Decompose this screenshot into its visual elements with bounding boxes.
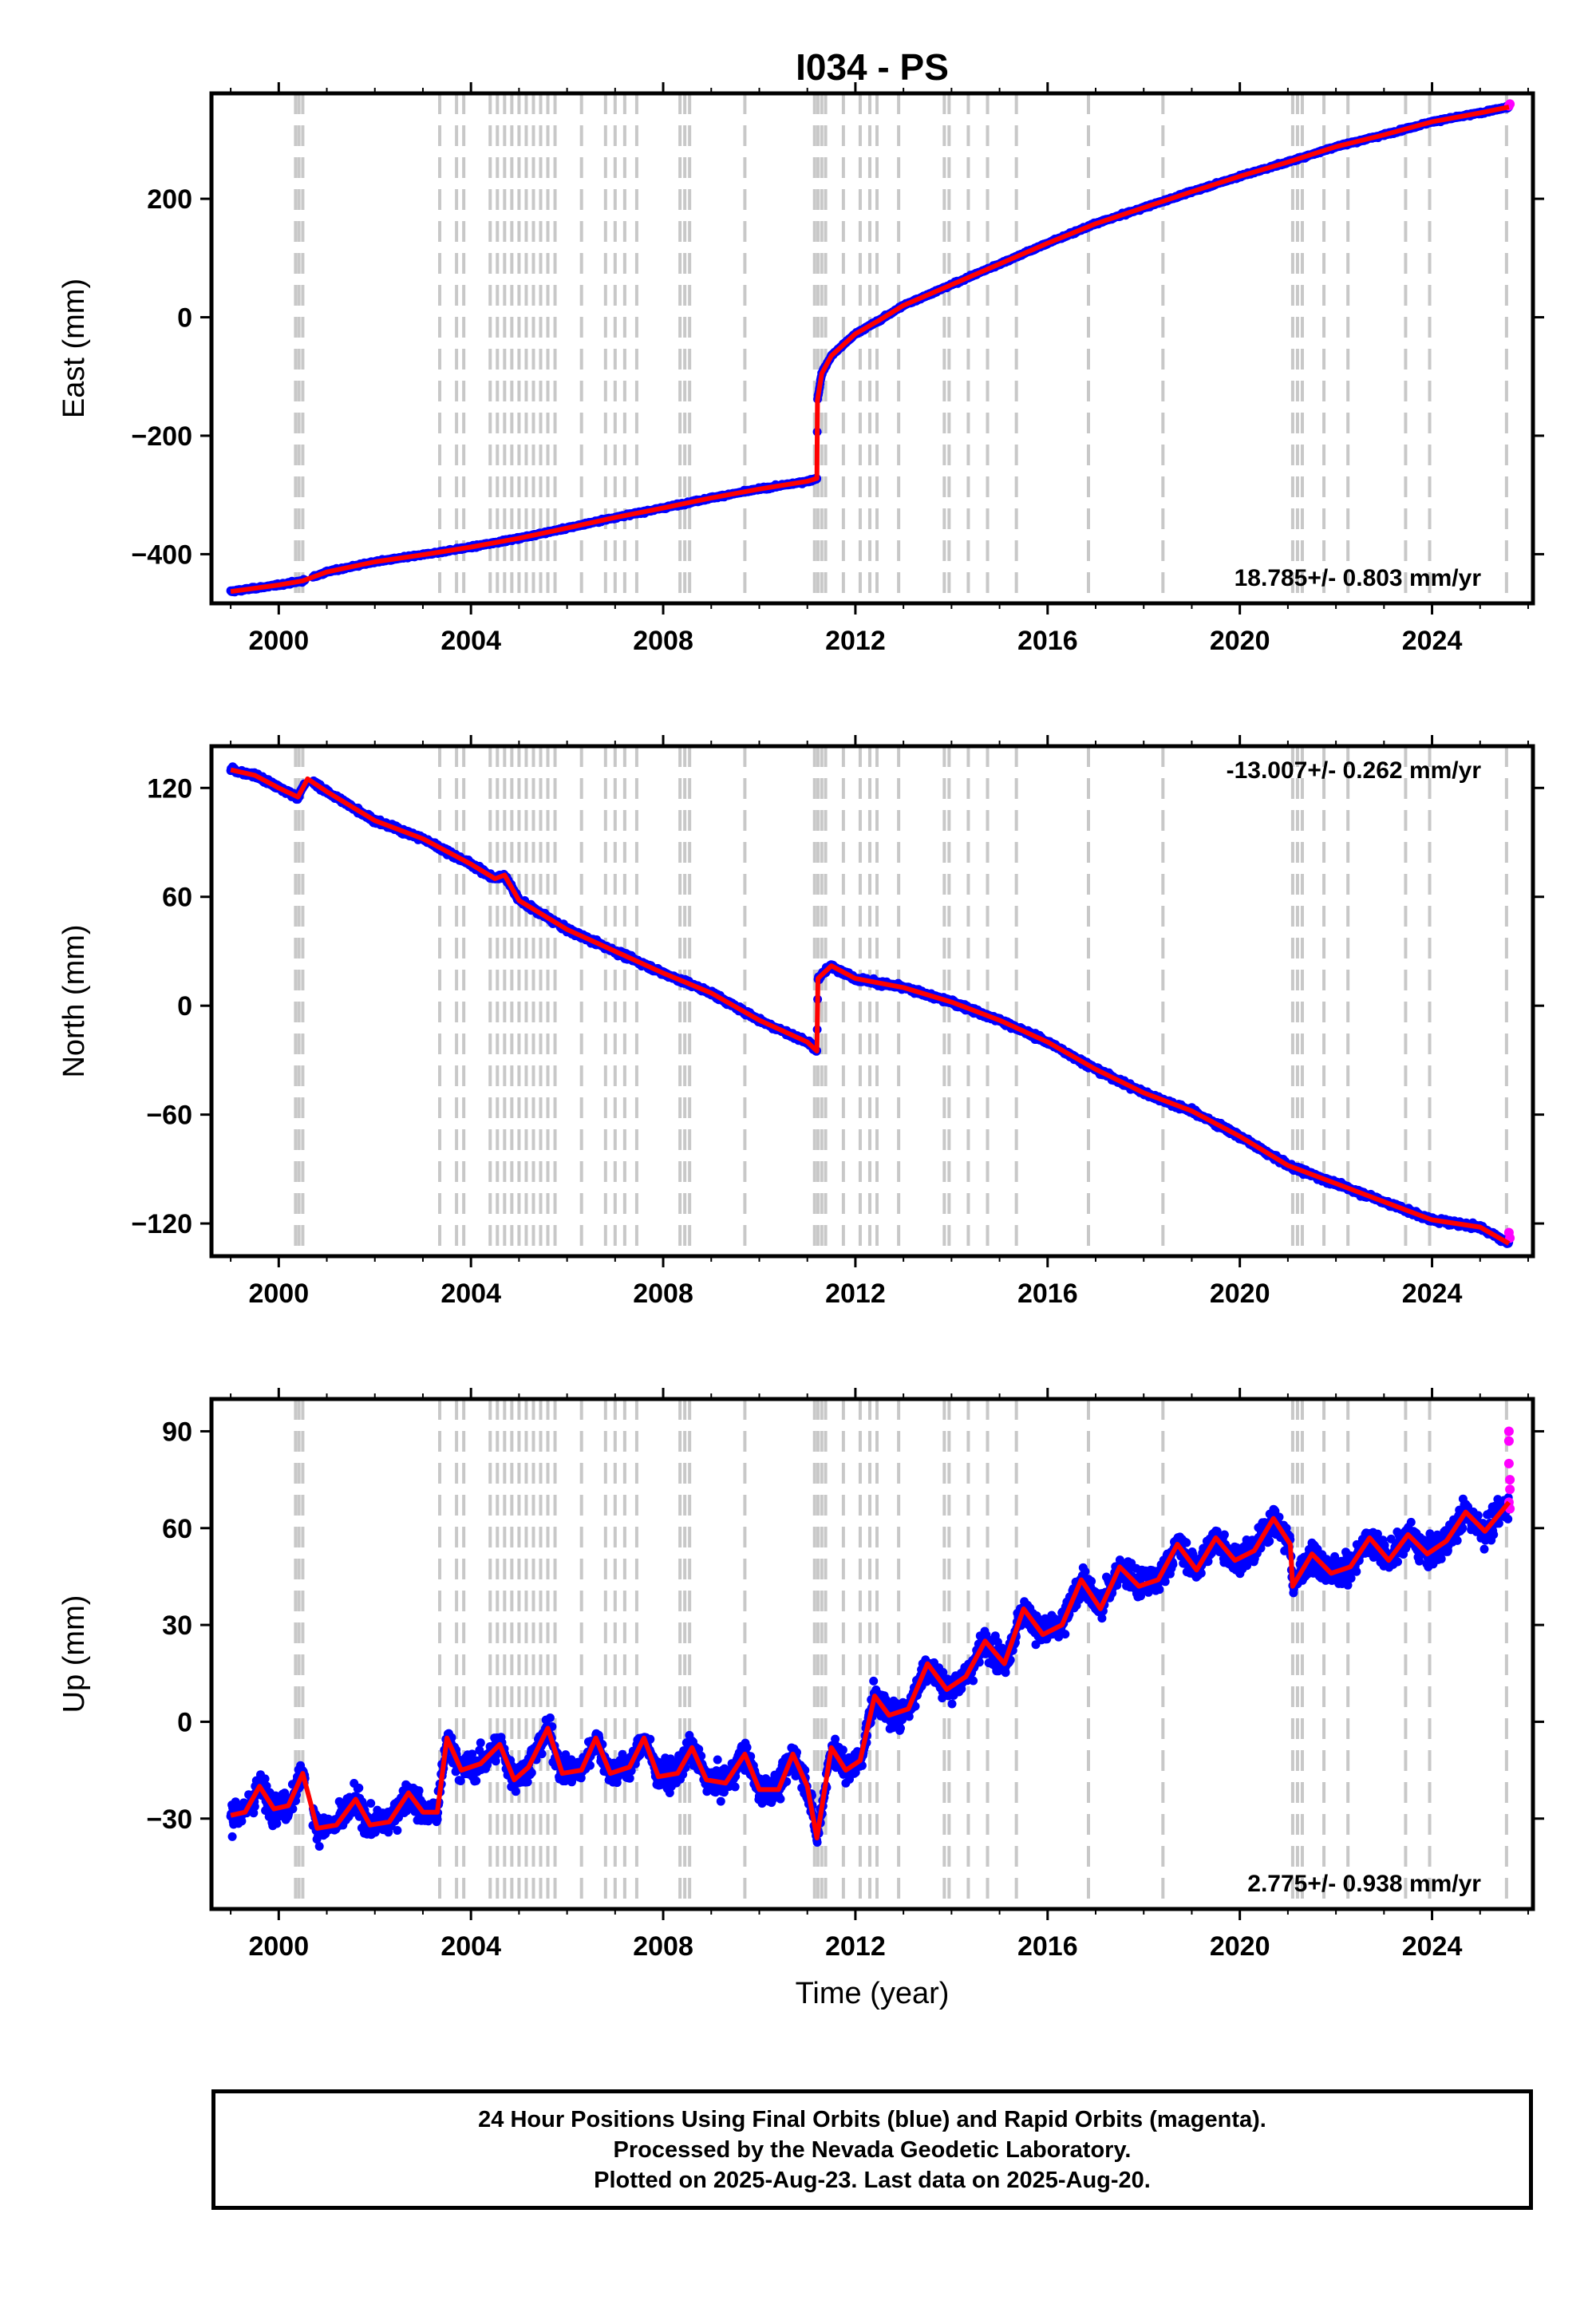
event-lines — [294, 93, 1508, 603]
model-line — [230, 105, 1510, 595]
y-tick-label: 200 — [147, 184, 192, 215]
velocity-label: 18.785+/- 0.803 mm/yr — [1235, 565, 1482, 591]
x-tick-label: 2000 — [248, 626, 309, 656]
panel-north: 2000 2004 2008 2012 2016 2020 2024−120−6006012… — [57, 735, 1544, 1309]
event-lines — [294, 746, 1508, 1256]
x-tick-label: 2004 — [440, 626, 501, 656]
y-tick-label: −200 — [131, 421, 192, 452]
panel-east: 2000 2004 2008 2012 2016 2020 2024 −400 −200 0 200… — [57, 82, 1544, 656]
y-tick-label: 0 — [177, 303, 192, 334]
y-tick-label: −400 — [131, 539, 192, 570]
x-tick-label: 2008 — [633, 626, 693, 656]
x-tick-label: 2024 — [1402, 626, 1463, 656]
y-axis-label: East (mm) — [57, 279, 91, 418]
plot-frame — [209, 91, 1535, 606]
x-tick-label: 2012 — [825, 626, 886, 656]
x-tick-label: 2016 — [1017, 626, 1078, 656]
chart-title: I034 - PS — [796, 46, 949, 88]
x-tick-label: 2020 — [1210, 626, 1270, 656]
